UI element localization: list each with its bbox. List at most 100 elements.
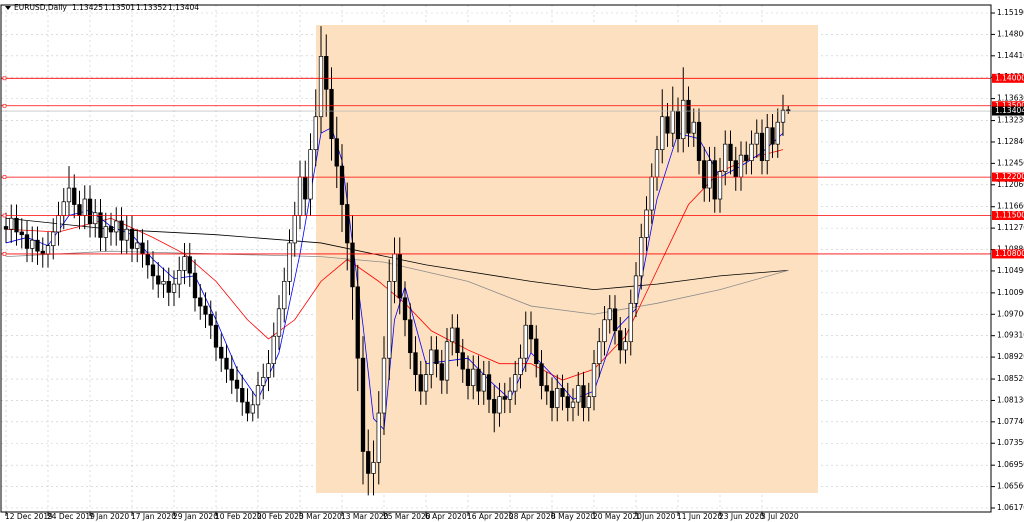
candle-body bbox=[24, 234, 30, 249]
candle-body bbox=[166, 281, 171, 293]
y-tick-label: 1.07740 bbox=[997, 417, 1024, 426]
candle-body bbox=[324, 56, 329, 90]
low-value: 1.13352 bbox=[136, 3, 167, 12]
candle-body bbox=[549, 390, 555, 408]
candle-body bbox=[691, 121, 696, 134]
y-tick-label: 1.10090 bbox=[997, 288, 1024, 297]
candle-body bbox=[334, 138, 339, 167]
candle-body bbox=[665, 116, 670, 134]
candle-body bbox=[413, 352, 418, 375]
candle-body bbox=[45, 245, 51, 255]
moving-average bbox=[5, 250, 789, 315]
x-tick-label: 20 Feb 2020 bbox=[257, 512, 304, 521]
y-tick-label: 1.12840 bbox=[997, 137, 1024, 146]
candle-body bbox=[219, 346, 224, 359]
candle-body bbox=[702, 160, 707, 189]
candle-body bbox=[14, 217, 19, 233]
candle-body bbox=[187, 256, 192, 274]
candle-body bbox=[297, 176, 303, 216]
candle-body bbox=[129, 228, 135, 249]
candle-body bbox=[366, 451, 371, 474]
candle-body bbox=[35, 239, 40, 252]
candle-body bbox=[203, 305, 208, 315]
candle-body bbox=[313, 116, 318, 151]
level-anchor bbox=[2, 103, 7, 108]
x-tick-label: 1 Jun 2020 bbox=[635, 512, 676, 521]
x-tick-label: 13 Mar 2020 bbox=[341, 512, 389, 521]
moving-average bbox=[5, 217, 789, 290]
candle-body bbox=[208, 313, 213, 326]
y-tick-label: 1.06170 bbox=[997, 503, 1024, 512]
candle-body bbox=[135, 242, 140, 249]
y-tick-label: 1.14410 bbox=[997, 51, 1024, 60]
candle-body bbox=[738, 154, 744, 178]
candle-body bbox=[402, 297, 408, 321]
candle-body bbox=[597, 341, 602, 365]
candle-body bbox=[481, 374, 486, 392]
candle-body bbox=[471, 368, 476, 386]
candle-body bbox=[282, 281, 287, 310]
level-anchor bbox=[2, 252, 7, 256]
candle-body bbox=[82, 198, 87, 216]
candle-body bbox=[612, 308, 618, 332]
candle-body bbox=[93, 212, 98, 225]
x-tick-label: 11 Jun 2020 bbox=[677, 512, 722, 521]
y-tick-label: 1.10880 bbox=[997, 245, 1024, 254]
candle-body bbox=[497, 396, 502, 414]
candle-body bbox=[156, 275, 161, 285]
level-label: 1.10800 bbox=[995, 249, 1024, 258]
open-value: 1.13425 bbox=[72, 3, 103, 12]
candle-body bbox=[119, 220, 124, 241]
candle-body bbox=[161, 281, 166, 285]
candle-body bbox=[749, 143, 754, 161]
candle-body bbox=[444, 341, 450, 381]
candle-body bbox=[303, 176, 308, 200]
candle-body bbox=[759, 132, 765, 161]
candle-body bbox=[775, 121, 780, 145]
level-label: 1.14000 bbox=[995, 73, 1024, 82]
level-label-box bbox=[992, 101, 1024, 111]
candle-body bbox=[271, 335, 276, 365]
candle-body bbox=[723, 143, 728, 172]
x-tick-label: 20 May 2020 bbox=[593, 512, 642, 521]
level-label: 1.13500 bbox=[995, 101, 1024, 110]
candle-body bbox=[266, 363, 271, 378]
candle-body bbox=[780, 109, 786, 123]
plot bbox=[1, 26, 991, 496]
candle-body bbox=[570, 401, 576, 408]
candle-body bbox=[255, 385, 261, 406]
candle-body bbox=[765, 127, 770, 161]
candle-body bbox=[476, 368, 481, 392]
current-price-label: 1.13404 bbox=[995, 106, 1024, 115]
candle-body bbox=[644, 209, 649, 238]
candle-body bbox=[213, 324, 219, 348]
candle-body bbox=[581, 385, 586, 408]
candle-body bbox=[345, 204, 350, 244]
candle-body bbox=[245, 401, 250, 414]
candle-body bbox=[308, 149, 313, 200]
menu-triangle[interactable] bbox=[5, 6, 11, 10]
candle-body bbox=[61, 201, 66, 216]
candle-body bbox=[371, 462, 376, 474]
candle-body bbox=[460, 352, 465, 370]
candle-body bbox=[182, 256, 187, 271]
candle-body bbox=[513, 374, 518, 392]
candle-body bbox=[87, 198, 93, 225]
candle-body bbox=[408, 319, 413, 354]
candle-body bbox=[234, 379, 240, 389]
candle-body bbox=[72, 187, 77, 205]
candle-body bbox=[539, 363, 544, 386]
candle-body bbox=[518, 357, 523, 375]
candle-body bbox=[465, 368, 471, 386]
y-tick-label: 1.11660 bbox=[997, 202, 1024, 211]
candle-body bbox=[754, 132, 759, 145]
candle-body bbox=[276, 308, 282, 337]
candle-body bbox=[586, 396, 591, 408]
candle-body bbox=[744, 154, 749, 161]
candle-body bbox=[9, 217, 14, 230]
candle-body bbox=[560, 388, 565, 397]
x-tick-label: 8 May 2020 bbox=[551, 512, 595, 521]
candle-body bbox=[670, 110, 675, 134]
candle-body bbox=[329, 88, 334, 140]
